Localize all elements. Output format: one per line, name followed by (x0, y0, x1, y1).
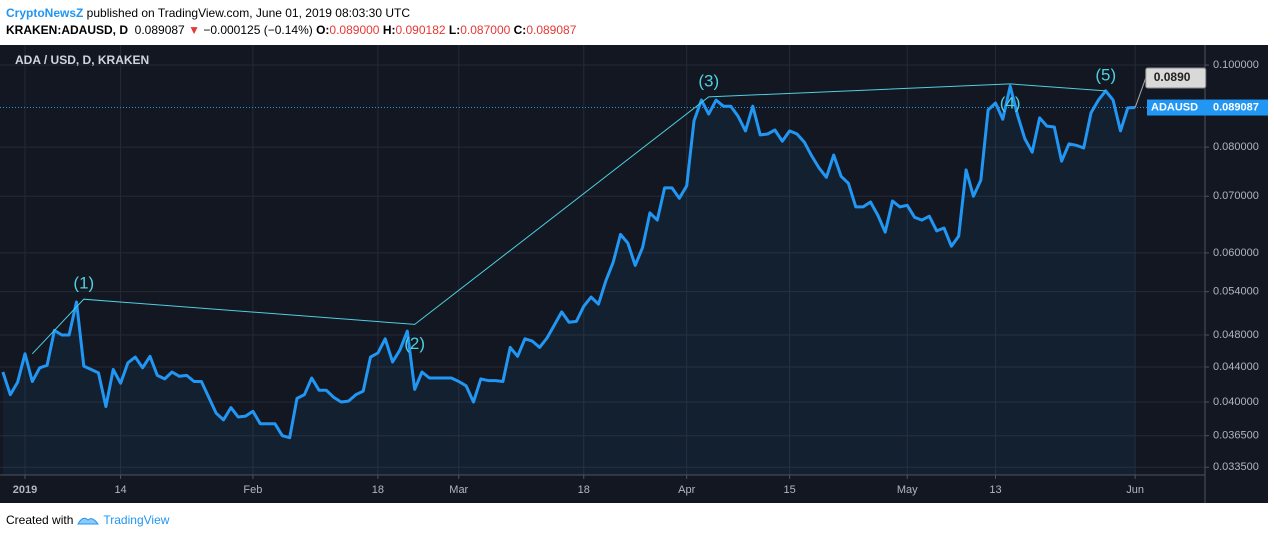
x-tick-label: 18 (578, 484, 590, 496)
header: CryptoNewsZ published on TradingView.com… (6, 5, 576, 39)
area (2, 86, 1136, 475)
publish-line: CryptoNewsZ published on TradingView.com… (6, 5, 576, 22)
chart: ADA / USD, D, KRAKEN 0.033500 0.036500 0.0… (0, 45, 1268, 503)
x-tick-label: 13 (989, 484, 1001, 496)
x-tick-label: Feb (243, 484, 262, 496)
tooltip-box (1145, 67, 1207, 89)
arrow: ▼ (188, 23, 200, 37)
x-tick-label: Apr (678, 484, 695, 496)
y-tick-label: 0.070000 (1213, 190, 1259, 202)
y-tick-label: 0.048000 (1213, 329, 1259, 341)
x-tick-label: 2019 (13, 484, 37, 496)
y-tick-label: 0.054000 (1213, 286, 1259, 298)
wave-label: (5) (1095, 65, 1116, 84)
y-tick-label: 0.036500 (1213, 430, 1259, 442)
symbol: KRAKEN:ADAUSD, D (6, 23, 128, 37)
footer-text: Created with (6, 513, 74, 527)
ohlc-value: 0.089000 (329, 23, 380, 37)
wave-label: (3) (698, 71, 719, 90)
y-tick-label: 0.040000 (1213, 396, 1259, 408)
y-tick-label: 0.100000 (1213, 59, 1259, 71)
wave-label: (1) (73, 274, 94, 293)
x-tick-label: 15 (783, 484, 795, 496)
ohlc: O:0.089000 H:0.090182 L:0.087000 C:0.089… (313, 23, 577, 37)
ohlc-label: L: (448, 23, 461, 37)
price-tag-value: 0.089087 (1213, 101, 1259, 113)
quote-line: KRAKEN:ADAUSD, D 0.089087 ▼ −0.000125 (−… (6, 22, 576, 39)
price-tag-name: ADAUSD (1151, 101, 1198, 113)
ohlc-value: 0.087000 (460, 23, 511, 37)
footer-brand[interactable]: TradingView (103, 513, 170, 527)
change: −0.000125 (−0.14%) (203, 23, 313, 37)
price: 0.089087 (134, 23, 185, 37)
y-tick-label: 0.044000 (1213, 361, 1259, 373)
grid (0, 45, 1205, 475)
author[interactable]: CryptoNewsZ (6, 6, 84, 20)
y-tick-label: 0.033500 (1213, 461, 1259, 473)
ohlc-label: C: (513, 23, 527, 37)
ohlc-label: H: (382, 23, 396, 37)
price-tag (1147, 99, 1268, 116)
wave-label: (2) (404, 334, 425, 353)
ohlc-value: 0.090182 (395, 23, 446, 37)
x-tick-label: 18 (372, 484, 384, 496)
tooltip-connector (1134, 77, 1147, 108)
ohlc-label: O: (316, 23, 330, 37)
price-line (1, 84, 1136, 440)
y-tick-label: 0.080000 (1213, 141, 1259, 153)
wave-line (31, 83, 1106, 355)
x-tick-label: Jun (1126, 484, 1144, 496)
published: published on TradingView.com, June 01, 2… (83, 6, 411, 20)
x-tick-label: May (897, 484, 918, 496)
x-tick-label: 14 (114, 484, 126, 496)
y-tick-label: 0.060000 (1213, 247, 1259, 259)
footer: Created with TradingView (6, 513, 169, 527)
x-tick-label: Mar (449, 484, 468, 496)
tooltip-text: 0.0890 (1154, 70, 1191, 84)
chart-bg (0, 45, 1268, 503)
ohlc-value: 0.089087 (526, 23, 577, 37)
logo (77, 517, 100, 525)
wave-label: (4) (1000, 93, 1021, 112)
chart-title: ADA / USD, D, KRAKEN (15, 53, 149, 67)
